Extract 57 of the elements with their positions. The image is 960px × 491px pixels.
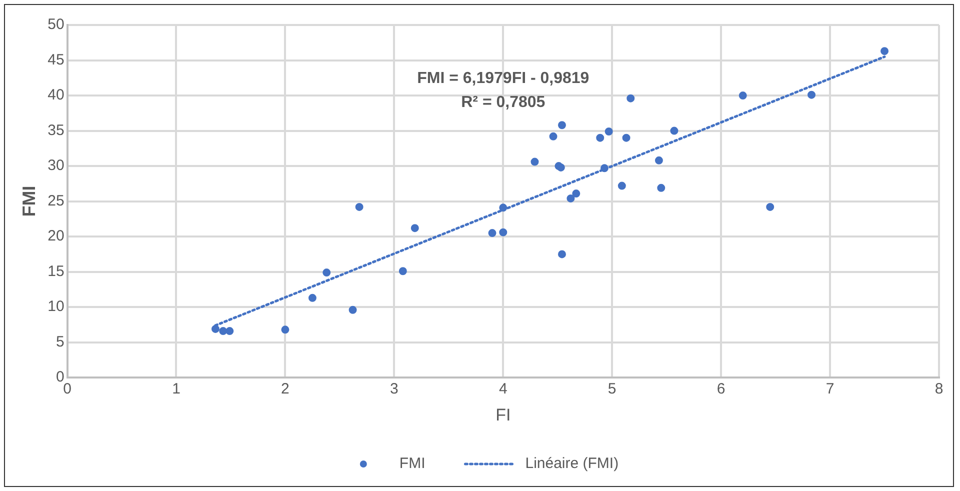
point	[558, 121, 566, 130]
point	[880, 47, 889, 56]
point	[572, 190, 580, 198]
point	[410, 224, 419, 232]
y-tick-label: 40	[48, 86, 64, 104]
y-tick-label: 0	[56, 368, 64, 386]
point	[322, 268, 331, 277]
y-tick-label: 10	[48, 298, 64, 316]
x-tick-label: 3	[390, 380, 398, 398]
point	[566, 194, 575, 202]
y-tick-label: 50	[48, 16, 64, 34]
point	[549, 132, 558, 140]
point	[604, 127, 613, 136]
legend-label: Linéaire (FMI)	[525, 455, 619, 472]
point	[398, 267, 407, 276]
x-tick-label: 5	[608, 380, 616, 398]
legend-label: FMI	[399, 455, 426, 472]
point	[622, 134, 630, 142]
point	[281, 326, 290, 334]
point	[657, 184, 666, 192]
y-axis-title: FMI	[18, 186, 39, 217]
point	[600, 164, 608, 172]
x-tick-label: 4	[498, 380, 508, 398]
point	[654, 156, 663, 164]
point	[488, 229, 496, 238]
point	[226, 327, 234, 336]
point	[499, 204, 508, 212]
point	[738, 92, 747, 100]
y-tick-label: 25	[48, 192, 64, 210]
point	[308, 294, 316, 302]
x-tick-label: 8	[934, 380, 944, 398]
point	[558, 250, 566, 258]
y-tick-label: 30	[48, 157, 64, 174]
point	[626, 94, 635, 102]
point	[348, 306, 357, 314]
y-tick-label: 15	[48, 262, 64, 280]
y-tick-label: 5	[56, 333, 64, 350]
point	[808, 90, 816, 99]
x-tick-label: 1	[172, 380, 180, 398]
y-tick-label: 35	[48, 122, 64, 139]
point	[355, 202, 364, 211]
y-tick-label: 20	[48, 228, 64, 245]
point	[530, 158, 539, 166]
x-tick-label: 7	[826, 380, 834, 398]
point	[499, 228, 508, 236]
point	[766, 202, 774, 211]
point	[670, 126, 678, 135]
annotation: FMI = 6,1979FI - 0,9819	[417, 70, 590, 87]
point	[618, 182, 626, 190]
x-tick-label: 6	[716, 380, 726, 398]
point	[211, 324, 220, 333]
x-tick-label: 2	[281, 380, 290, 398]
x-axis-title: FI	[496, 405, 511, 424]
point	[596, 134, 604, 142]
y-tick-label: 45	[48, 51, 64, 68]
annotation: R² = 0,7805	[461, 94, 546, 111]
point	[219, 327, 228, 336]
